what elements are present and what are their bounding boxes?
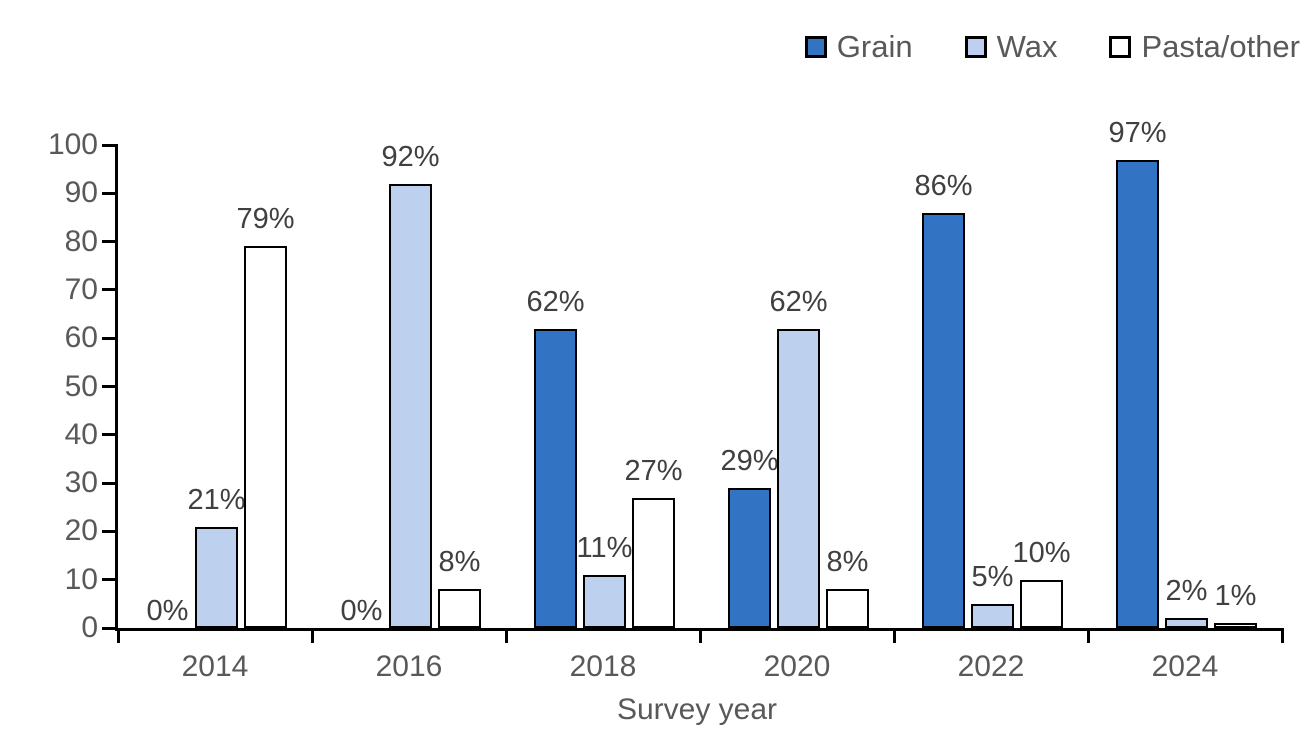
data-label-grain-2018: 62% bbox=[526, 285, 585, 318]
data-label-pasta-other-2022: 10% bbox=[1012, 536, 1071, 569]
legend-item-grain: Grain bbox=[804, 29, 913, 64]
data-label-wax-2018: 11% bbox=[576, 531, 633, 564]
x-axis-tick bbox=[1086, 628, 1090, 643]
data-label-pasta-other-2016: 8% bbox=[438, 546, 481, 579]
data-label-pasta-other-2020: 8% bbox=[826, 546, 869, 579]
x-tick-label-2020: 2020 bbox=[763, 650, 831, 683]
bar-pasta-other-2014 bbox=[244, 246, 287, 628]
bar-grain-2024 bbox=[1116, 159, 1159, 628]
y-axis-tick bbox=[102, 288, 118, 292]
y-axis-tick bbox=[102, 481, 118, 485]
data-label-grain-2020: 29% bbox=[720, 444, 779, 477]
y-tick-label-10: 10 bbox=[64, 562, 98, 596]
x-axis-tick bbox=[1280, 628, 1284, 643]
data-label-grain-2016: 0% bbox=[340, 595, 383, 627]
bar-grain-2022 bbox=[922, 212, 965, 628]
chart-legend: Grain Wax Pasta/other bbox=[804, 29, 1300, 64]
x-axis-tick bbox=[310, 628, 314, 643]
data-label-wax-2022: 5% bbox=[971, 560, 1014, 593]
data-label-grain-2014: 0% bbox=[146, 595, 189, 627]
bar-pasta-other-2016 bbox=[438, 589, 481, 628]
legend-swatch-wax-icon bbox=[964, 36, 987, 58]
bar-wax-2016 bbox=[389, 183, 432, 628]
y-tick-label-100: 100 bbox=[47, 128, 98, 161]
y-axis-tick bbox=[102, 626, 118, 630]
y-tick-label-70: 70 bbox=[64, 272, 98, 306]
y-axis-tick bbox=[102, 191, 118, 195]
y-axis-tick bbox=[102, 433, 118, 437]
data-label-wax-2014: 21% bbox=[187, 483, 246, 516]
y-axis-tick bbox=[102, 240, 118, 244]
x-tick-label-2016: 2016 bbox=[375, 650, 443, 683]
plot-area: 0 10 20 30 40 50 60 70 80 90 100 2014 2016 2018 2020 20… bbox=[48, 118, 1284, 683]
x-tick-label-2014: 2014 bbox=[181, 650, 249, 683]
x-axis-title: Survey year bbox=[616, 693, 778, 726]
bar-wax-2018 bbox=[583, 574, 626, 628]
y-tick-label-50: 50 bbox=[64, 369, 98, 403]
x-tick-label-2022: 2022 bbox=[957, 650, 1025, 683]
legend-item-wax: Wax bbox=[964, 29, 1058, 64]
legend-item-pasta-other: Pasta/other bbox=[1109, 30, 1300, 64]
y-tick-label-20: 20 bbox=[64, 514, 98, 548]
legend-label: Grain bbox=[836, 29, 913, 64]
data-label-wax-2020: 62% bbox=[769, 285, 828, 318]
bar-pasta-other-2018 bbox=[632, 497, 675, 628]
x-axis-tick bbox=[892, 628, 896, 643]
bar-grain-2018 bbox=[534, 328, 577, 628]
bar-grain-2020 bbox=[728, 487, 771, 628]
data-label-pasta-other-2024: 1% bbox=[1214, 580, 1257, 613]
y-tick-label-30: 30 bbox=[64, 466, 98, 500]
legend-label: Wax bbox=[996, 29, 1058, 64]
data-label-wax-2024: 2% bbox=[1165, 575, 1208, 608]
legend-label: Pasta/other bbox=[1141, 29, 1300, 64]
data-label-pasta-other-2018: 27% bbox=[624, 454, 683, 487]
y-tick-label-0: 0 bbox=[81, 611, 98, 644]
bar-wax-2024 bbox=[1165, 618, 1208, 628]
bar-wax-2022 bbox=[971, 603, 1014, 628]
bar-pasta-other-2020 bbox=[826, 589, 869, 628]
x-axis-tick bbox=[504, 628, 508, 643]
y-axis-tick bbox=[102, 578, 118, 582]
data-label-pasta-other-2014: 79% bbox=[236, 203, 295, 236]
y-tick-label-80: 80 bbox=[64, 224, 98, 258]
x-tick-label-2018: 2018 bbox=[569, 650, 637, 683]
y-axis-tick bbox=[102, 143, 118, 147]
legend-swatch-grain-icon bbox=[804, 36, 827, 58]
y-axis-tick bbox=[102, 336, 118, 340]
bar-pasta-other-2024 bbox=[1214, 623, 1257, 628]
data-label-wax-2016: 92% bbox=[381, 140, 440, 173]
y-tick-label-60: 60 bbox=[64, 321, 98, 355]
x-tick-label-2024: 2024 bbox=[1151, 650, 1219, 683]
bar-pasta-other-2022 bbox=[1020, 579, 1063, 628]
y-tick-label-40: 40 bbox=[64, 417, 98, 451]
legend-swatch-pasta-other-icon bbox=[1109, 36, 1132, 58]
y-axis-tick bbox=[102, 385, 118, 388]
x-axis-tick bbox=[698, 628, 702, 643]
bar-wax-2020 bbox=[777, 328, 820, 628]
x-axis-tick bbox=[116, 628, 120, 643]
y-tick-label-90: 90 bbox=[64, 176, 98, 210]
bar-wax-2014 bbox=[195, 526, 238, 628]
data-label-grain-2024: 97% bbox=[1108, 116, 1167, 149]
y-axis-tick bbox=[102, 529, 118, 533]
data-label-grain-2022: 86% bbox=[914, 169, 973, 202]
